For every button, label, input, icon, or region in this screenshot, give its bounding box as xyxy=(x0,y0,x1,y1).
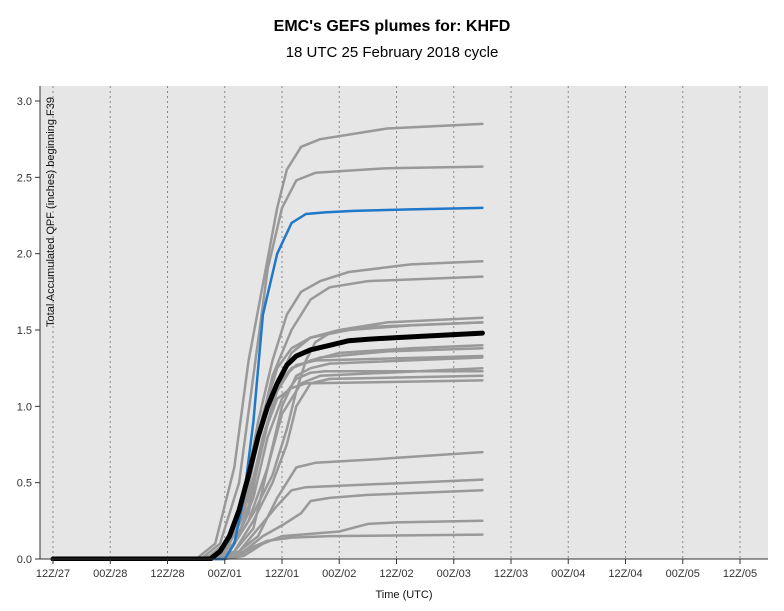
y-tick-label: 1.0 xyxy=(17,401,32,413)
ensemble-member-line xyxy=(51,366,484,561)
x-tick-label: 12Z/01 xyxy=(265,568,299,580)
x-tick-label: 00Z/28 xyxy=(93,568,127,580)
ensemble-member-line xyxy=(51,489,484,561)
control-line xyxy=(51,206,484,561)
y-tick-label: 0.0 xyxy=(17,554,32,566)
x-tick-label: 12Z/05 xyxy=(723,568,757,580)
x-tick-label: 12Z/27 xyxy=(36,568,70,580)
y-tick-label: 2.0 xyxy=(17,249,32,261)
chart-title: EMC's GEFS plumes for: KHFD xyxy=(273,18,511,35)
x-tick-label: 00Z/01 xyxy=(208,568,242,580)
x-axis-label: Time (UTC) xyxy=(375,589,432,601)
y-tick-label: 1.5 xyxy=(17,325,32,337)
ensemble-member-line xyxy=(51,450,484,561)
chart-subtitle: 18 UTC 25 February 2018 cycle xyxy=(285,44,499,61)
x-tick-label: 00Z/05 xyxy=(666,568,700,580)
x-tick-label: 12Z/28 xyxy=(150,568,184,580)
mean-line xyxy=(50,330,485,561)
x-tick-label: 12Z/04 xyxy=(608,568,642,580)
x-tick-label: 00Z/04 xyxy=(551,568,585,580)
x-tick-label: 00Z/03 xyxy=(437,568,471,580)
ensemble-member-line xyxy=(51,374,484,561)
ensemble-member-line xyxy=(51,122,484,561)
ensemble-member-line xyxy=(51,165,484,561)
x-tick-label: 00Z/02 xyxy=(322,568,356,580)
x-tick-label: 12Z/03 xyxy=(494,568,528,580)
y-tick-label: 2.5 xyxy=(17,172,32,184)
y-tick-label: 0.5 xyxy=(17,478,32,490)
y-tick-label: 3.0 xyxy=(17,96,32,108)
y-axis-label: Total Accumulated QPF (inches) beginning… xyxy=(45,97,57,327)
x-tick-label: 12Z/02 xyxy=(379,568,413,580)
